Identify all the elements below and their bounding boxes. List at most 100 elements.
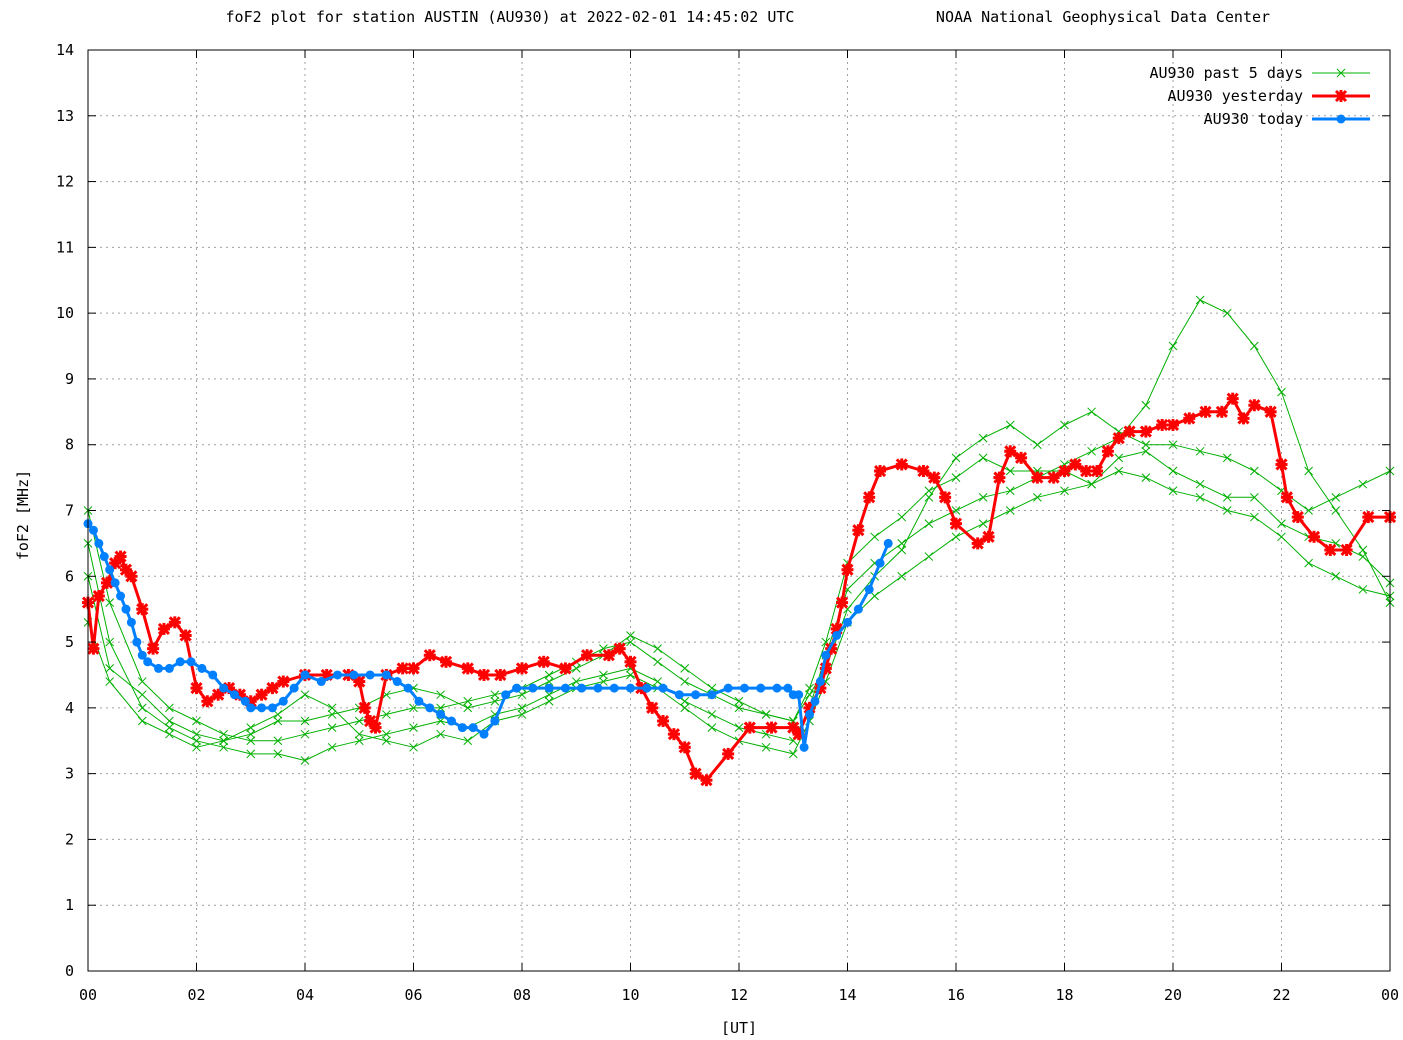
legend-label: AU930 today	[1204, 110, 1303, 128]
data-point	[700, 774, 713, 787]
data-point	[1114, 466, 1124, 476]
data-point	[439, 655, 453, 668]
data-point	[1222, 453, 1232, 463]
data-point	[168, 616, 181, 629]
data-point	[409, 703, 418, 713]
data-point	[821, 650, 831, 660]
data-point	[105, 598, 115, 607]
y-tick-label: 1	[65, 896, 74, 914]
data-point	[794, 690, 804, 700]
data-point	[1304, 558, 1313, 568]
x-tick-label: 16	[947, 986, 965, 1004]
data-point	[680, 677, 690, 686]
data-point	[841, 563, 854, 576]
data-point	[179, 629, 192, 642]
data-point	[609, 683, 619, 693]
data-point	[1141, 440, 1151, 450]
data-point	[1087, 407, 1096, 417]
data-point	[246, 736, 256, 746]
data-point	[924, 552, 934, 561]
data-point	[186, 657, 196, 667]
data-point	[897, 512, 907, 522]
data-point	[105, 637, 115, 647]
data-point	[707, 683, 717, 693]
x-tick-label: 14	[838, 986, 856, 1004]
data-point	[1166, 418, 1180, 432]
y-tick-label: 10	[56, 304, 74, 322]
data-point	[599, 677, 608, 686]
data-point	[1291, 511, 1304, 524]
y-axis-label: foF2 [MHz]	[14, 470, 32, 560]
x-tick-label: 02	[187, 986, 205, 1004]
data-point	[577, 683, 587, 693]
data-point	[100, 576, 114, 589]
data-point	[832, 630, 842, 640]
data-point	[463, 696, 473, 706]
data-point	[626, 631, 635, 640]
data-point	[772, 683, 782, 693]
data-point	[680, 703, 690, 713]
data-point	[870, 591, 879, 601]
data-point	[381, 670, 391, 680]
data-point	[897, 539, 907, 548]
data-point	[1080, 464, 1093, 478]
data-point	[190, 682, 203, 695]
data-point	[689, 767, 702, 780]
data-point	[327, 742, 337, 752]
y-tick-label: 9	[65, 370, 74, 388]
data-point	[761, 710, 771, 719]
x-tick-label: 06	[404, 986, 422, 1004]
y-tick-label: 5	[65, 633, 74, 651]
data-point	[544, 677, 554, 686]
y-tick-label: 11	[56, 238, 74, 256]
data-point	[528, 683, 538, 693]
data-point	[396, 662, 409, 675]
data-point	[613, 642, 626, 655]
data-point	[1250, 492, 1259, 502]
data-point	[1331, 492, 1341, 502]
data-point	[99, 552, 109, 562]
data-point	[949, 517, 963, 530]
data-point	[537, 655, 550, 668]
data-point	[273, 716, 283, 726]
data-point	[544, 670, 554, 680]
data-point	[382, 729, 391, 739]
data-point	[1304, 466, 1313, 476]
plot-frame	[87, 49, 1391, 972]
data-point	[815, 677, 825, 687]
data-point	[1195, 295, 1205, 305]
data-point	[544, 683, 554, 693]
data-point	[94, 538, 104, 548]
series-line	[87, 411, 1391, 742]
data-point	[219, 742, 228, 752]
data-point	[870, 532, 879, 542]
data-point	[512, 683, 522, 693]
data-point	[105, 664, 115, 673]
x-tick-label: 00	[1381, 986, 1399, 1004]
data-point	[192, 716, 201, 726]
data-point	[1264, 405, 1277, 418]
data-point	[479, 729, 489, 739]
data-point	[810, 696, 820, 706]
y-tick-label: 7	[65, 502, 74, 520]
data-point	[316, 677, 326, 687]
data-point	[1005, 486, 1015, 496]
data-point	[1031, 471, 1044, 484]
data-point	[425, 703, 435, 713]
data-point	[626, 670, 635, 680]
data-point	[805, 709, 815, 719]
data-point	[246, 723, 256, 732]
data-point	[678, 741, 691, 754]
data-point	[1331, 506, 1341, 515]
data-point	[1358, 585, 1368, 594]
y-tick-label: 3	[65, 765, 74, 783]
data-point	[739, 683, 749, 693]
x-tick-label: 18	[1055, 986, 1073, 1004]
series-au930-today	[83, 519, 893, 752]
data-point	[219, 729, 228, 739]
data-point	[354, 736, 364, 746]
grid	[88, 50, 1390, 971]
data-point	[1090, 464, 1104, 478]
data-point	[656, 714, 670, 728]
data-point	[197, 663, 207, 673]
